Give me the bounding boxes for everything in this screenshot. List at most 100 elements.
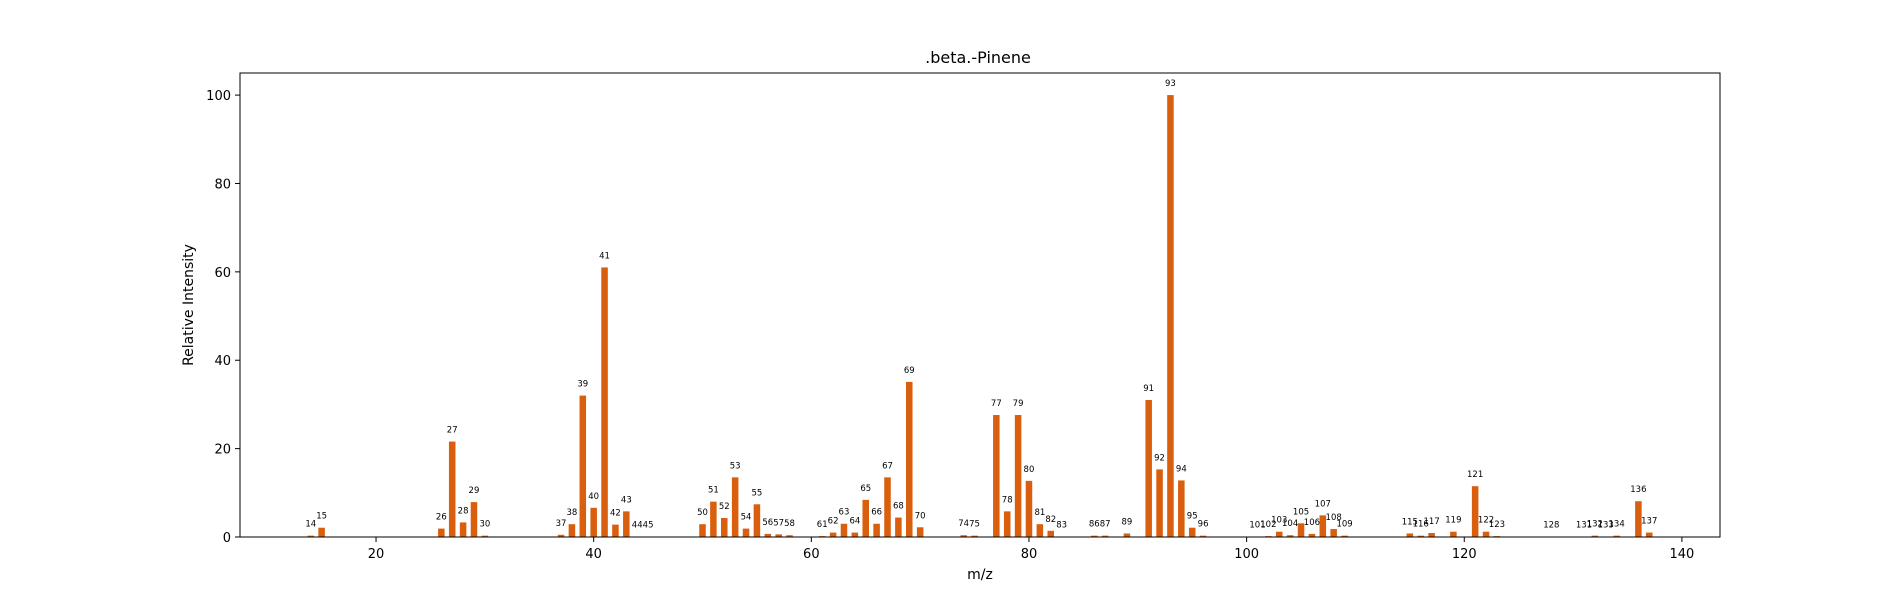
peak-label-74: 74 (958, 519, 969, 529)
bar-mz-107 (1319, 515, 1327, 537)
plot-frame (239, 72, 1721, 538)
peak-label-30: 30 (479, 520, 490, 530)
bar-mz-40 (590, 507, 597, 537)
y-tick-label-40: 40 (214, 354, 231, 369)
peak-label-107: 107 (1315, 499, 1331, 509)
peak-label-55: 55 (751, 488, 762, 498)
bar-mz-79 (1014, 415, 1022, 537)
bar-mz-29 (470, 502, 478, 537)
peak-label-53: 53 (730, 461, 741, 471)
peak-label-65: 65 (860, 484, 871, 494)
peak-label-94: 94 (1176, 464, 1187, 474)
y-tick-label-0: 0 (223, 531, 231, 546)
bars-group (307, 95, 1653, 538)
bar-mz-26 (438, 528, 445, 537)
bar-mz-116 (1417, 535, 1424, 537)
bar-mz-93 (1167, 95, 1174, 537)
bar-mz-86 (1091, 535, 1098, 537)
peak-label-108: 108 (1326, 513, 1342, 523)
bar-mz-65 (862, 499, 869, 537)
peak-label-51: 51 (708, 486, 719, 496)
x-axis-title: m/z (967, 567, 993, 583)
bar-mz-95 (1188, 527, 1196, 537)
bar-mz-121 (1471, 486, 1479, 537)
peak-label-37: 37 (556, 519, 567, 529)
bar-mz-119 (1450, 531, 1457, 537)
bar-mz-115 (1406, 533, 1414, 537)
bar-mz-103 (1276, 531, 1283, 537)
peak-label-27: 27 (447, 426, 458, 436)
bar-mz-74 (960, 535, 967, 537)
peak-label-134: 134 (1609, 520, 1625, 530)
y-tick-label-80: 80 (214, 177, 231, 192)
peak-label-136: 136 (1630, 485, 1646, 495)
peak-label-95: 95 (1187, 512, 1198, 522)
x-tick-label-40: 40 (585, 547, 602, 562)
peak-label-82: 82 (1045, 515, 1056, 525)
peak-label-57: 57 (773, 518, 784, 528)
bar-mz-132 (1591, 535, 1599, 537)
x-axis: 20 40 60 80 100 120 140 (368, 537, 1694, 562)
bar-mz-62 (829, 532, 837, 537)
y-tick-label-20: 20 (214, 443, 231, 458)
bar-mz-14 (307, 535, 314, 537)
bar-mz-106 (1308, 533, 1316, 537)
peak-label-58: 58 (784, 519, 795, 529)
peak-label-28: 28 (458, 506, 469, 516)
peak-label-116: 116 (1413, 520, 1429, 530)
x-tick-label-120: 120 (1452, 547, 1477, 562)
bar-mz-70 (916, 527, 924, 537)
y-tick-label-60: 60 (214, 266, 231, 281)
bar-mz-15 (318, 527, 325, 537)
peak-label-133: 133 (1598, 521, 1614, 531)
peak-label-38: 38 (566, 508, 577, 518)
bar-mz-117 (1428, 533, 1435, 537)
bar-mz-89 (1123, 533, 1131, 537)
peak-label-86: 86 (1089, 520, 1100, 530)
bar-mz-92 (1156, 469, 1163, 537)
bar-mz-28 (459, 522, 467, 537)
bar-mz-63 (840, 523, 848, 537)
peak-label-70: 70 (915, 511, 926, 521)
peak-label-81: 81 (1034, 508, 1045, 518)
x-tick-label-20: 20 (368, 547, 385, 562)
peak-label-77: 77 (991, 399, 1002, 409)
bar-mz-30 (481, 535, 489, 537)
peak-label-104: 104 (1282, 519, 1298, 529)
peak-label-52: 52 (719, 502, 730, 512)
bar-mz-77 (993, 415, 1000, 537)
peak-label-54: 54 (741, 513, 752, 523)
peak-label-106: 106 (1304, 518, 1320, 528)
bar-mz-68 (895, 517, 902, 537)
peak-label-15: 15 (316, 512, 327, 522)
peak-label-42: 42 (610, 509, 621, 519)
peak-label-79: 79 (1013, 399, 1024, 409)
bar-mz-91 (1145, 400, 1152, 537)
x-tick-label-80: 80 (1021, 547, 1038, 562)
bar-mz-54 (742, 528, 750, 537)
peak-label-87: 87 (1100, 520, 1111, 530)
bar-mz-53 (731, 477, 739, 537)
peak-label-26: 26 (436, 513, 447, 523)
bar-mz-39 (579, 395, 587, 537)
peak-label-89: 89 (1121, 517, 1132, 527)
x-tick-label-60: 60 (803, 547, 820, 562)
bar-mz-82 (1047, 530, 1054, 537)
bar-mz-137 (1646, 532, 1653, 537)
bar-mz-66 (873, 523, 880, 537)
peak-label-63: 63 (839, 508, 850, 518)
bar-mz-41 (601, 267, 608, 537)
peak-label-115: 115 (1402, 517, 1418, 527)
y-axis: 0 20 40 60 80 100 (206, 89, 240, 546)
peak-label-121: 121 (1467, 470, 1483, 480)
peak-label-40: 40 (588, 492, 599, 502)
x-tick-label-140: 140 (1669, 547, 1694, 562)
peak-label-123: 123 (1489, 520, 1505, 530)
peak-label-119: 119 (1445, 516, 1461, 526)
bar-mz-37 (557, 534, 565, 537)
bar-mz-134 (1613, 535, 1620, 537)
peak-label-62: 62 (828, 517, 839, 527)
bar-mz-96 (1199, 535, 1207, 537)
x-tick-label-100: 100 (1234, 547, 1259, 562)
